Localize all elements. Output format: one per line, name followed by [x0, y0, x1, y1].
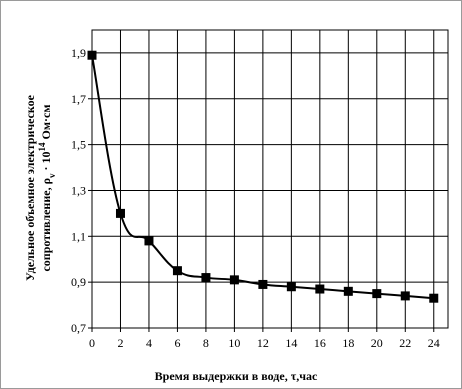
x-tick-label: 22	[399, 336, 411, 350]
x-tick-label: 24	[428, 336, 440, 350]
x-tick-label: 0	[89, 336, 95, 350]
data-point-marker	[201, 273, 211, 283]
data-point-marker	[372, 289, 382, 299]
x-tick-label: 6	[174, 336, 180, 350]
data-point-marker	[144, 236, 154, 246]
y-tick-label: 0,9	[71, 275, 86, 289]
x-tick-label: 18	[342, 336, 354, 350]
y-tick-label: 1,3	[71, 183, 86, 197]
x-axis-ticks: 0 2 4 6 8 10 12 14 16 18 20 22 24	[89, 328, 440, 350]
data-point-marker	[286, 282, 296, 292]
x-tick-label: 12	[257, 336, 269, 350]
y-axis-title-subscript: v	[47, 173, 57, 178]
data-series	[87, 50, 439, 303]
x-tick-label: 8	[203, 336, 209, 350]
y-tick-label: 1,7	[71, 92, 86, 106]
data-point-marker	[258, 279, 268, 289]
y-axis-title-mid: · 10	[39, 151, 53, 173]
y-tick-label: 1,1	[71, 229, 86, 243]
plot-area-frame	[91, 29, 449, 329]
y-axis-title-line2: сопротивление, ρv · 1014 Ом·см	[37, 104, 57, 271]
y-axis-title-superscript: 14	[37, 142, 47, 152]
y-tick-label: 1,9	[71, 46, 86, 60]
data-point-marker	[229, 275, 239, 285]
data-point-marker	[315, 284, 325, 294]
y-tick-label: 1,5	[71, 138, 86, 152]
data-point-marker	[172, 266, 182, 276]
x-tick-label: 4	[146, 336, 152, 350]
data-point-marker	[429, 293, 439, 303]
x-tick-label: 14	[285, 336, 297, 350]
grid-lines	[92, 30, 448, 328]
x-tick-label: 20	[371, 336, 383, 350]
data-point-marker	[115, 208, 125, 218]
x-tick-label: 16	[314, 336, 326, 350]
data-point-marker	[400, 291, 410, 301]
x-tick-label: 2	[117, 336, 123, 350]
data-point-marker	[343, 286, 353, 296]
y-axis-title-line1: Удельное объемное электрическое	[23, 94, 37, 281]
y-axis-ticks: 0,7 0,9 1,1 1,3 1,5 1,7 1,9	[71, 46, 92, 335]
y-axis-title-prefix: сопротивление, ρ	[39, 178, 53, 272]
data-point-marker	[87, 50, 97, 60]
y-tick-label: 0,7	[71, 321, 86, 335]
x-tick-label: 10	[228, 336, 240, 350]
y-axis-title-unit: Ом·см	[39, 104, 53, 142]
x-axis-title: Время выдержки в воде, τ,час	[155, 369, 318, 383]
